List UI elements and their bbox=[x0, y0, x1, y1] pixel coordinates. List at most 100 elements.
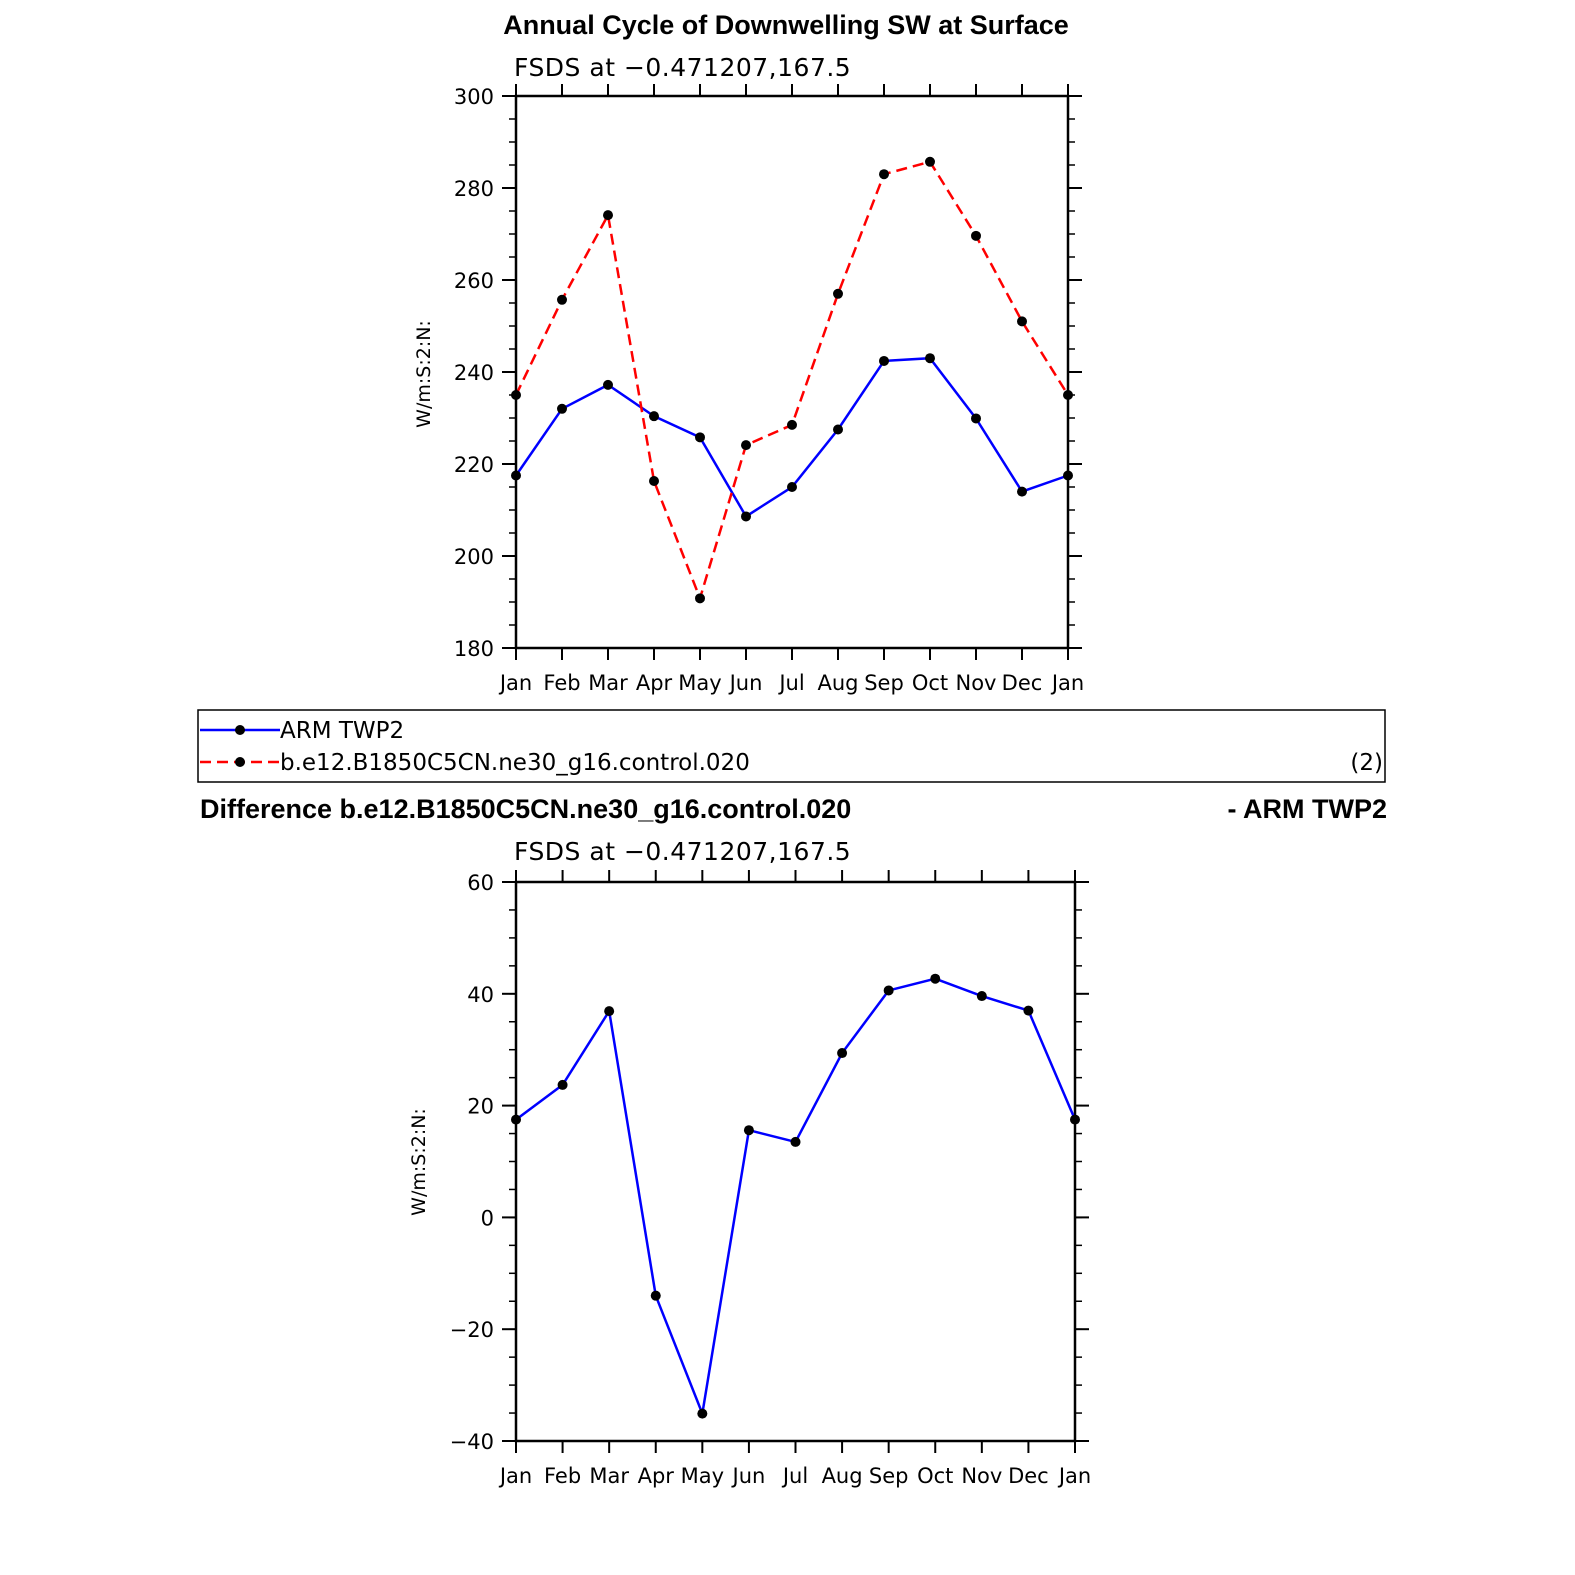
bottom-chart-ylabel: W/m:S:2:N: bbox=[408, 1108, 430, 1216]
legend-label-model: b.e12.B1850C5CN.ne30_g16.control.020 bbox=[280, 750, 750, 776]
top-series-0-point bbox=[787, 482, 797, 492]
bottom-ytick-label: −40 bbox=[450, 1430, 494, 1454]
top-xtick-label: Oct bbox=[912, 671, 948, 695]
top-series-1-point bbox=[1063, 390, 1073, 400]
bottom-ytick-label: 0 bbox=[481, 1206, 494, 1230]
top-ytick-label: 180 bbox=[454, 637, 494, 661]
bottom-xtick-label: Aug bbox=[822, 1464, 863, 1488]
top-xtick-label: Jan bbox=[1050, 671, 1084, 695]
bottom-ytick-label: 60 bbox=[467, 871, 494, 895]
bottom-series-0-point bbox=[1023, 1005, 1034, 1016]
bottom-xtick-label: Jul bbox=[781, 1464, 808, 1488]
top-series-0-point bbox=[695, 432, 705, 443]
top-series-0-point bbox=[603, 379, 613, 390]
top-xtick-label: Apr bbox=[636, 671, 673, 695]
top-xtick-label: Dec bbox=[1002, 671, 1043, 695]
bottom-chart-title: Difference b.e12.B1850C5CN.ne30_g16.cont… bbox=[200, 794, 851, 824]
bottom-plot-area: Jan Feb Mar Apr May Jun Jul Aug Sep Oct Nov Dec Jan−… bbox=[450, 870, 1091, 1488]
bottom-ytick-label: 20 bbox=[467, 1095, 494, 1119]
bottom-chart-subtitle: FSDS at −0.471207,167.5 bbox=[514, 837, 851, 866]
top-xtick-label: Jul bbox=[777, 671, 804, 695]
top-series-1-point bbox=[1017, 316, 1027, 327]
top-ytick-label: 280 bbox=[454, 177, 494, 201]
top-series-0-point bbox=[971, 413, 981, 424]
bottom-xtick-label: Jan bbox=[498, 1464, 532, 1488]
bottom-xtick-label: May bbox=[681, 1464, 724, 1488]
bottom-series-0-point bbox=[697, 1408, 708, 1419]
bottom-plot-frame bbox=[514, 880, 1077, 1443]
top-series-0-point bbox=[925, 353, 935, 364]
top-series-1-point bbox=[695, 593, 705, 604]
top-ytick-label: 300 bbox=[454, 85, 494, 109]
bottom-series-0-point bbox=[511, 1114, 521, 1125]
top-series-0-point bbox=[741, 511, 751, 522]
top-series-0-point bbox=[511, 470, 521, 481]
top-ytick-label: 220 bbox=[454, 453, 494, 477]
top-series-1-point bbox=[971, 230, 981, 241]
top-series-1-point bbox=[649, 476, 659, 487]
bottom-series-0-point bbox=[743, 1125, 754, 1136]
bottom-chart-title-right: - ARM TWP2 bbox=[1228, 794, 1387, 824]
top-chart-ylabel: W/m:S:2:N: bbox=[413, 320, 435, 428]
top-series-0-point bbox=[1017, 486, 1027, 497]
top-series-0-point bbox=[833, 424, 843, 435]
top-series-0-point bbox=[557, 403, 567, 414]
top-series-1-point bbox=[787, 419, 797, 430]
top-series-line-1 bbox=[514, 160, 1070, 603]
top-xtick-label: Nov bbox=[956, 671, 997, 695]
top-series-0-point bbox=[1063, 470, 1073, 481]
bottom-ytick-label: −20 bbox=[450, 1318, 494, 1342]
top-plot-frame bbox=[514, 94, 1070, 650]
bottom-series-0-point bbox=[790, 1136, 801, 1147]
legend-marker-model bbox=[235, 757, 245, 767]
top-series-line-0 bbox=[514, 356, 1069, 519]
top-xtick-label: Aug bbox=[817, 671, 858, 695]
top-series-1-point bbox=[741, 440, 751, 451]
top-series-1-point bbox=[833, 288, 843, 299]
top-series-1-point bbox=[557, 294, 567, 305]
legend-note: (2) bbox=[1350, 750, 1383, 776]
legend-box bbox=[197, 709, 1386, 783]
top-xtick-label: Sep bbox=[864, 671, 904, 695]
bottom-series-0-point bbox=[1070, 1114, 1080, 1125]
top-xtick-label: May bbox=[678, 671, 721, 695]
top-plot-area: Jan Feb Mar Apr May Jun Jul Aug Sep Oct Nov Dec Jan1… bbox=[454, 84, 1084, 695]
top-chart-subtitle: FSDS at −0.471207,167.5 bbox=[514, 53, 851, 82]
top-ytick-label: 200 bbox=[454, 545, 494, 569]
bottom-xtick-label: Nov bbox=[961, 1464, 1002, 1488]
bottom-xtick-label: Sep bbox=[869, 1464, 909, 1488]
bottom-series-0-point bbox=[557, 1079, 568, 1090]
top-series-1-point bbox=[511, 390, 521, 400]
top-xtick-label: Feb bbox=[543, 671, 580, 695]
bottom-xtick-label: Apr bbox=[638, 1464, 675, 1488]
legend-marker-arm bbox=[235, 725, 245, 735]
top-ytick-label: 260 bbox=[454, 269, 494, 293]
bottom-xtick-label: Jan bbox=[1057, 1464, 1091, 1488]
top-ytick-label: 240 bbox=[454, 361, 494, 385]
bottom-xtick-label: Feb bbox=[544, 1464, 581, 1488]
top-series-1-point bbox=[879, 169, 889, 180]
legend: ARM TWP2 b.e12.B1850C5CN.ne30_g16.contro… bbox=[197, 709, 1386, 783]
bottom-series-line-0 bbox=[515, 977, 1077, 1419]
bottom-xtick-label: Mar bbox=[589, 1464, 629, 1488]
top-chart-title: Annual Cycle of Downwelling SW at Surfac… bbox=[503, 10, 1069, 40]
top-series-1-point bbox=[603, 210, 613, 221]
top-series-0-point bbox=[879, 355, 889, 366]
bottom-xtick-label: Jun bbox=[731, 1464, 766, 1488]
bottom-series-0-point bbox=[930, 973, 941, 984]
bottom-series-0-point bbox=[650, 1290, 661, 1301]
bottom-ytick-label: 40 bbox=[467, 983, 494, 1007]
bottom-xtick-label: Dec bbox=[1008, 1464, 1049, 1488]
top-xtick-label: Jun bbox=[728, 671, 763, 695]
bottom-series-0-point bbox=[883, 985, 894, 996]
bottom-xtick-label: Oct bbox=[917, 1464, 953, 1488]
top-xtick-label: Jan bbox=[498, 671, 532, 695]
top-series-1-point bbox=[925, 156, 935, 167]
bottom-series-0-point bbox=[976, 991, 987, 1002]
top-series-0-point bbox=[649, 411, 659, 422]
bottom-series-0-point bbox=[604, 1006, 615, 1017]
legend-label-arm: ARM TWP2 bbox=[280, 718, 404, 744]
bottom-series-0-point bbox=[837, 1048, 848, 1059]
top-xtick-label: Mar bbox=[588, 671, 628, 695]
